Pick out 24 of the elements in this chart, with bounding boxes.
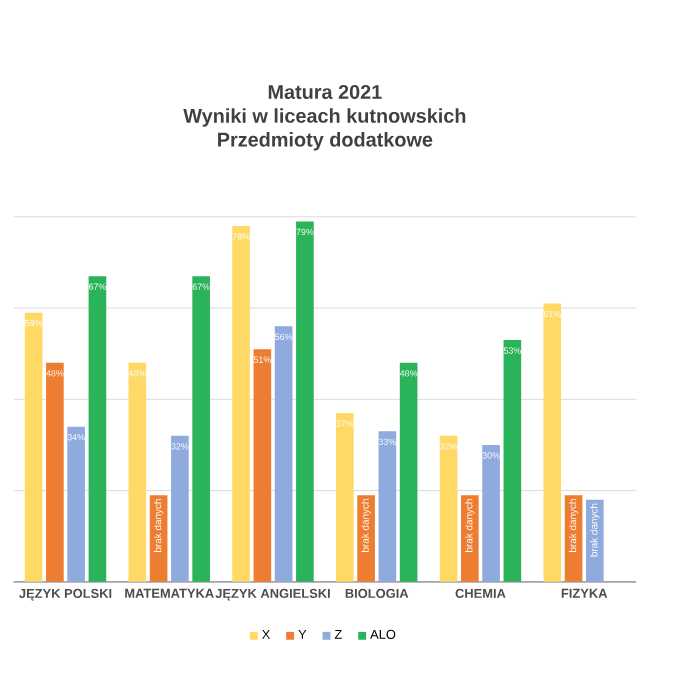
bar: [232, 225, 250, 582]
bar: [128, 362, 147, 582]
bar: [88, 275, 107, 582]
bar: [461, 494, 479, 582]
bar: [586, 499, 604, 582]
bar: [67, 426, 85, 582]
bar: [357, 494, 375, 582]
bar: [296, 221, 314, 582]
bar: [564, 494, 583, 582]
bar: [192, 275, 210, 582]
chart-title: Matura 2021 Wyniki w liceach kutnowskich Przedmioty dodatkowe: [183, 84, 466, 151]
bar: [378, 430, 397, 582]
bar: [439, 435, 458, 582]
bar: [399, 362, 418, 582]
bar: [503, 339, 522, 582]
bar: [149, 494, 168, 582]
bar: [482, 444, 500, 582]
bar: [543, 303, 562, 582]
bar: [171, 435, 189, 582]
bar: [336, 412, 354, 582]
bar: [253, 348, 272, 582]
bar: [274, 325, 293, 582]
bar: [46, 362, 64, 582]
bar: [24, 312, 43, 582]
